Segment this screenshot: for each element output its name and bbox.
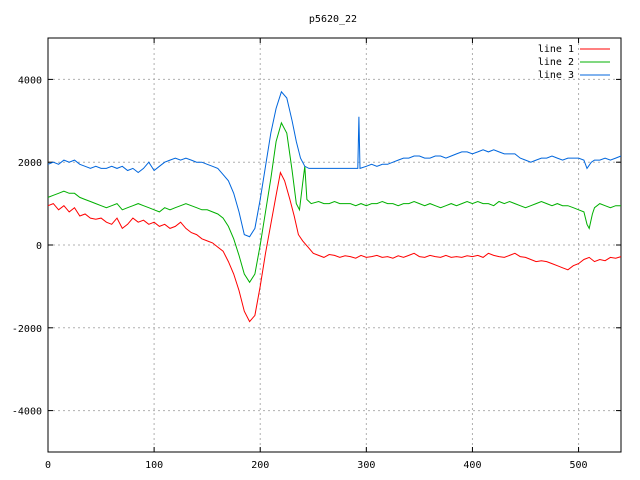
chart-title: p5620_22 <box>309 14 357 25</box>
legend-label-1: line 1 <box>538 44 574 55</box>
series-line-3 <box>47 90 622 238</box>
series-line-1 <box>47 170 622 323</box>
series-line-2 <box>47 121 621 284</box>
y-tick-label: 0 <box>36 241 42 252</box>
x-tick-label: 100 <box>145 460 163 471</box>
x-tick-label: 0 <box>45 460 51 471</box>
series-group <box>47 90 622 323</box>
x-tick-label: 400 <box>463 460 481 471</box>
y-tick-label: -2000 <box>12 324 42 335</box>
legend-label-3: line 3 <box>538 70 574 81</box>
x-tick-label: 200 <box>251 460 269 471</box>
y-tick-label: -4000 <box>12 407 42 418</box>
legend-label-2: line 2 <box>538 57 574 68</box>
y-tick-label: 2000 <box>18 158 42 169</box>
x-tick-label: 500 <box>570 460 588 471</box>
y-tick-label: 4000 <box>18 75 42 86</box>
x-tick-label: 300 <box>357 460 375 471</box>
grid <box>48 38 621 452</box>
axes: 0 100 200 300 400 500 -4000 -2000 0 2000 4000 <box>12 38 621 471</box>
legend: line 1 line 2 line 3 <box>538 44 610 81</box>
